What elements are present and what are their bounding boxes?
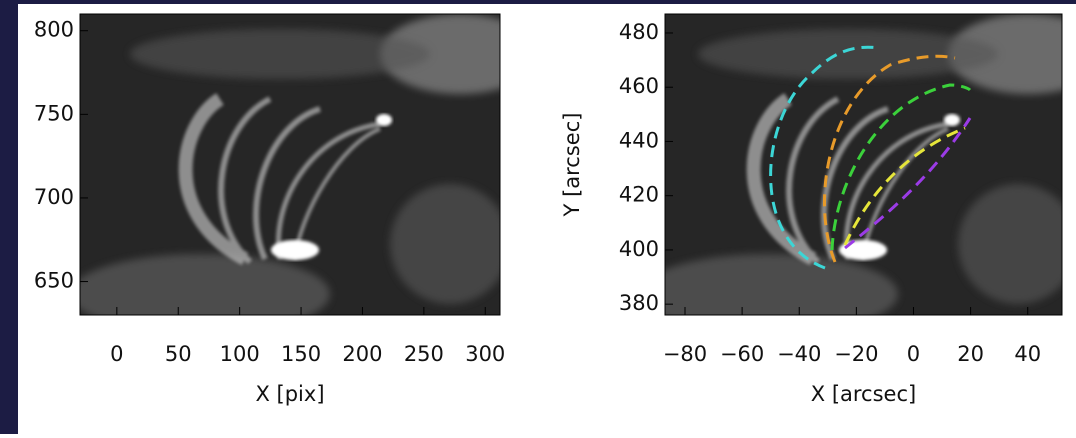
y-tick-label: 440 xyxy=(619,128,659,152)
x-axis-label: X [arcsec] xyxy=(811,382,916,406)
x-tick-label: 40 xyxy=(1014,342,1041,366)
x-tick-label: 300 xyxy=(465,342,505,366)
x-tick-label: 100 xyxy=(220,342,260,366)
left-border xyxy=(0,0,18,434)
y-tick-label: 460 xyxy=(619,74,659,98)
panel-frame xyxy=(664,13,1063,316)
x-tick-label: −60 xyxy=(720,342,764,366)
y-tick-label: 400 xyxy=(619,237,659,261)
y-axis-label: Y [arcsec] xyxy=(560,113,584,218)
x-tick-label: 0 xyxy=(110,342,123,366)
x-tick-label: 20 xyxy=(957,342,984,366)
x-tick-label: −80 xyxy=(663,342,707,366)
y-tick-label: 480 xyxy=(619,20,659,44)
image-panel xyxy=(70,14,540,334)
y-tick-label: 750 xyxy=(34,101,74,125)
panel-frame xyxy=(79,13,501,316)
y-tick-label: 380 xyxy=(619,291,659,315)
y-tick-label: 700 xyxy=(34,185,74,209)
x-tick-label: 200 xyxy=(342,342,382,366)
x-tick-label: 50 xyxy=(165,342,192,366)
x-tick-label: −40 xyxy=(777,342,821,366)
x-tick-label: 0 xyxy=(907,342,920,366)
y-tick-label: 650 xyxy=(34,269,74,293)
x-tick-label: −20 xyxy=(834,342,878,366)
y-tick-label: 420 xyxy=(619,183,659,207)
image-panel xyxy=(638,14,1076,334)
x-tick-label: 150 xyxy=(281,342,321,366)
x-axis-label: X [pix] xyxy=(255,382,324,406)
y-tick-label: 800 xyxy=(34,18,74,42)
x-tick-label: 250 xyxy=(404,342,444,366)
top-border xyxy=(0,0,1076,4)
